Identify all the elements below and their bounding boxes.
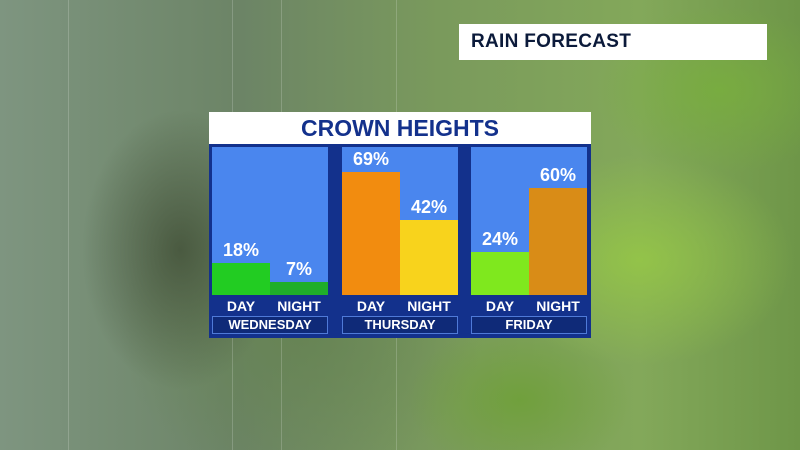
bar-wednesday-night — [270, 282, 328, 295]
day-group-friday: 24% 60% DAY NIGHT FRIDAY — [471, 147, 587, 335]
bar-thursday-day — [342, 172, 400, 295]
value-label-friday-night: 60% — [539, 165, 577, 185]
bar-thursday-night — [400, 220, 458, 295]
period-label-day: DAY — [485, 298, 515, 314]
period-labels: DAY NIGHT — [212, 296, 328, 316]
value-label-thursday-day: 69% — [352, 149, 390, 169]
bar-friday-night — [529, 188, 587, 295]
period-label-night: NIGHT — [407, 298, 451, 314]
day-label-friday: FRIDAY — [471, 316, 587, 334]
value-label-wednesday-day: 18% — [222, 240, 260, 260]
period-label-day: DAY — [356, 298, 386, 314]
bar-wednesday-day — [212, 263, 270, 295]
period-labels: DAY NIGHT — [342, 296, 458, 316]
plot-area: 18% 7% — [212, 147, 328, 295]
value-label-wednesday-night: 7% — [285, 259, 312, 279]
location-title: CROWN HEIGHTS — [209, 112, 591, 144]
day-label-thursday: THURSDAY — [342, 316, 458, 334]
plot-area: 24% 60% — [471, 147, 587, 295]
forecast-panel: CROWN HEIGHTS 18% 7% DAY NIGHT WEDNESDAY… — [209, 112, 591, 338]
value-label-thursday-night: 42% — [410, 197, 448, 217]
period-label-night: NIGHT — [536, 298, 580, 314]
bar-friday-day — [471, 252, 529, 295]
day-label-wednesday: WEDNESDAY — [212, 316, 328, 334]
forecast-title: RAIN FORECAST — [459, 24, 767, 60]
rain-streak — [68, 0, 69, 450]
period-label-day: DAY — [226, 298, 256, 314]
day-group-wednesday: 18% 7% DAY NIGHT WEDNESDAY — [212, 147, 328, 335]
plot-area: 69% 42% — [342, 147, 458, 295]
period-label-night: NIGHT — [277, 298, 321, 314]
period-labels: DAY NIGHT — [471, 296, 587, 316]
value-label-friday-day: 24% — [481, 229, 519, 249]
day-group-thursday: 69% 42% DAY NIGHT THURSDAY — [342, 147, 458, 335]
